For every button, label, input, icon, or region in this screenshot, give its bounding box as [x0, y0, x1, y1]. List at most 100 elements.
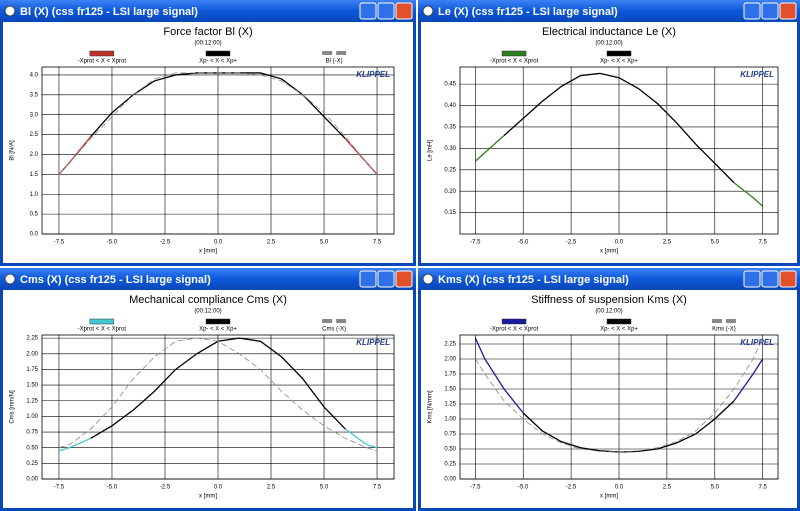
window-icon [422, 5, 434, 17]
y-tick-label: 0.75 [26, 430, 38, 436]
legend-swatch [606, 318, 632, 325]
series-line [58, 72, 378, 175]
x-axis-label: x [mm] [600, 494, 618, 500]
x-tick-label: -7.5 [470, 240, 481, 246]
client-area [3, 290, 413, 508]
y-tick-label: 2.00 [26, 351, 38, 357]
chart-title: Force factor Bl (X) [163, 26, 252, 38]
y-tick-label: 1.5 [30, 172, 39, 178]
maximize-button[interactable] [377, 270, 395, 288]
y-tick-label: 1.50 [26, 383, 38, 389]
y-tick-label: 1.75 [444, 372, 456, 378]
y-tick-label: 1.50 [444, 387, 456, 393]
brand: KLIPPEL [356, 70, 390, 79]
window-title: Kms (X) (css fr125 - LSI large signal) [438, 274, 629, 286]
y-tick-label: 3.0 [30, 112, 39, 118]
y-tick-label: 0.45 [444, 82, 456, 88]
maximize-button[interactable] [377, 2, 395, 20]
y-tick-label: 0.50 [26, 445, 38, 451]
y-tick-label: 1.0 [30, 192, 39, 198]
window-icon [422, 273, 434, 285]
legend-swatch [501, 318, 527, 325]
x-tick-label: -2.5 [566, 485, 577, 491]
legend-swatch [336, 51, 347, 55]
x-tick-label: 2.5 [663, 240, 672, 246]
chart-title: Electrical inductance Le (X) [542, 26, 676, 38]
minimize-button[interactable] [743, 270, 761, 288]
x-tick-label: 7.5 [759, 240, 768, 246]
close-button[interactable] [395, 270, 413, 288]
series-line [474, 135, 764, 207]
y-tick-label: 0.50 [444, 447, 456, 453]
legend-label: -Xprot < X < Xprot [490, 327, 539, 333]
legend-label: -Xprot < X < Xprot [490, 59, 539, 65]
legend-swatch [205, 50, 231, 57]
series-line [503, 72, 735, 184]
title-bar [0, 0, 416, 22]
x-tick-label: 0.0 [615, 240, 624, 246]
window-icon [4, 5, 16, 17]
chart-title: Stiffness of suspension Kms (X) [531, 294, 687, 306]
y-tick-label: 0.25 [444, 462, 456, 468]
x-tick-label: 5.0 [711, 240, 720, 246]
y-tick-label: 0.35 [444, 125, 456, 131]
chart-subtitle: (00:12:00) [595, 309, 622, 315]
y-tick-label: 0.30 [444, 146, 456, 152]
x-tick-label: -5.0 [107, 240, 118, 246]
legend-label: Xp- < X < Xp+ [600, 327, 638, 333]
x-tick-label: 0.0 [214, 485, 223, 491]
x-tick-label: 7.5 [373, 485, 382, 491]
close-button[interactable] [779, 2, 797, 20]
x-tick-label: -2.5 [160, 240, 171, 246]
window-title: Cms (X) (css fr125 - LSI large signal) [20, 274, 211, 286]
brand: KLIPPEL [740, 338, 774, 347]
y-tick-label: 2.00 [444, 357, 456, 363]
x-tick-label: -5.0 [518, 485, 529, 491]
client-area [421, 22, 797, 263]
legend-label: Xp- < X < Xp+ [199, 327, 237, 333]
y-tick-label: 3.5 [30, 92, 39, 98]
minimize-button[interactable] [359, 270, 377, 288]
y-tick-label: 1.75 [26, 367, 38, 373]
x-tick-label: -2.5 [566, 240, 577, 246]
maximize-button[interactable] [761, 270, 779, 288]
client-area [421, 290, 797, 508]
close-button[interactable] [779, 270, 797, 288]
x-tick-label: -7.5 [470, 485, 481, 491]
y-axis-label: Bl [N/A] [10, 140, 16, 161]
y-tick-label: 2.5 [30, 132, 39, 138]
legend-swatch [336, 319, 347, 323]
brand: KLIPPEL [356, 338, 390, 347]
plot-border [459, 334, 779, 480]
title-bar [418, 0, 800, 22]
brand: KLIPPEL [740, 70, 774, 79]
close-button[interactable] [395, 2, 413, 20]
x-tick-label: -5.0 [518, 240, 529, 246]
y-tick-label: 0.25 [26, 461, 38, 467]
y-tick-label: 0.75 [444, 432, 456, 438]
chart-subtitle: (00:12:00) [595, 41, 622, 47]
window-icon [4, 273, 16, 285]
legend-swatch [205, 318, 231, 325]
chart-subtitle: (00:12:00) [194, 309, 221, 315]
minimize-button[interactable] [359, 2, 377, 20]
y-tick-label: 0.00 [26, 477, 38, 483]
legend-swatch [89, 50, 115, 57]
window-title: Bl (X) (css fr125 - LSI large signal) [20, 6, 198, 18]
x-tick-label: 0.0 [615, 485, 624, 491]
x-axis-label: x [mm] [199, 494, 217, 500]
series-line [58, 428, 378, 452]
y-axis-label: Le [mH] [428, 140, 434, 161]
y-tick-label: 1.00 [444, 417, 456, 423]
y-tick-label: 1.00 [26, 414, 38, 420]
minimize-button[interactable] [743, 2, 761, 20]
legend-swatch [322, 51, 333, 55]
maximize-button[interactable] [761, 2, 779, 20]
y-tick-label: 0.25 [444, 167, 456, 173]
legend-label: Bl (-X) [326, 59, 343, 65]
x-tick-label: 5.0 [320, 485, 329, 491]
y-tick-label: 2.25 [444, 342, 456, 348]
x-tick-label: -7.5 [54, 240, 65, 246]
window-title: Le (X) (css fr125 - LSI large signal) [438, 6, 618, 18]
